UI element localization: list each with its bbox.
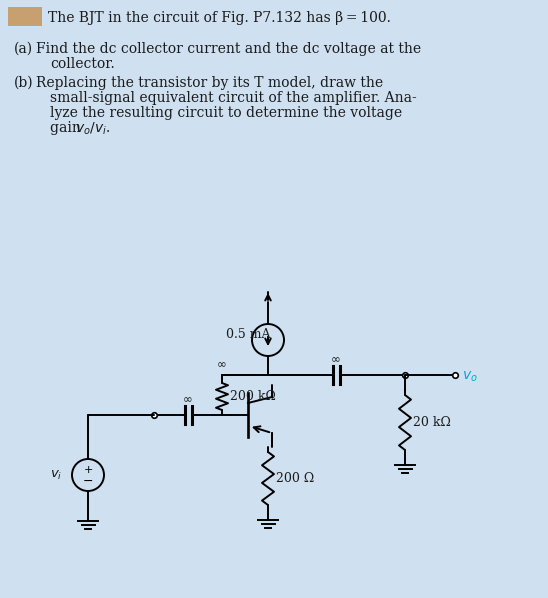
Text: 0.5 mA: 0.5 mA	[226, 328, 271, 341]
Text: Find the dc collector current and the dc voltage at the: Find the dc collector current and the dc…	[36, 42, 421, 56]
Text: The BJT in the circuit of Fig. P7.132 has β = 100.: The BJT in the circuit of Fig. P7.132 ha…	[48, 11, 391, 25]
Text: gain: gain	[50, 121, 85, 135]
Text: $v_o/v_i$.: $v_o/v_i$.	[75, 121, 111, 138]
Text: $v_o$: $v_o$	[462, 370, 478, 384]
Text: 200 Ω: 200 Ω	[276, 472, 314, 485]
Text: (b): (b)	[14, 76, 33, 90]
Text: ∞: ∞	[183, 393, 193, 407]
Text: lyze the resulting circuit to determine the voltage: lyze the resulting circuit to determine …	[50, 106, 402, 120]
Text: ∞: ∞	[217, 358, 227, 371]
Text: ∞: ∞	[331, 353, 341, 367]
Text: small-signal equivalent circuit of the amplifier. Ana-: small-signal equivalent circuit of the a…	[50, 91, 416, 105]
Text: −: −	[83, 475, 93, 488]
FancyBboxPatch shape	[8, 7, 42, 26]
Text: +: +	[83, 465, 93, 475]
Text: 200 kΩ: 200 kΩ	[230, 390, 276, 403]
Text: collector.: collector.	[50, 57, 115, 71]
Text: 20 kΩ: 20 kΩ	[413, 416, 451, 429]
Text: $v_i$: $v_i$	[50, 468, 62, 481]
Text: Replacing the transistor by its T model, draw the: Replacing the transistor by its T model,…	[36, 76, 383, 90]
Text: (a): (a)	[14, 42, 33, 56]
